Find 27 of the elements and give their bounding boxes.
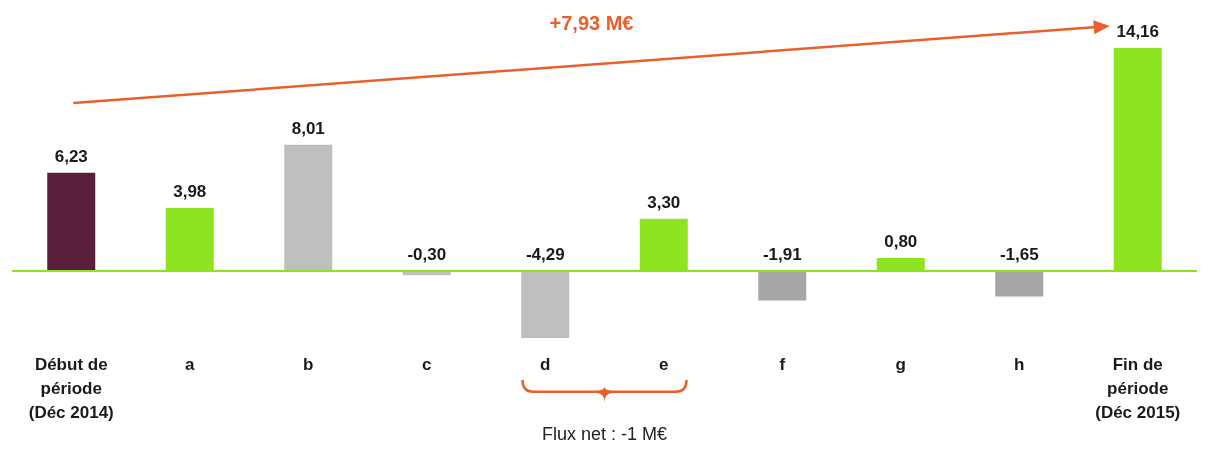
- x-tick-label: c: [422, 354, 432, 374]
- text: Flux net : -1 M€: [541, 424, 668, 445]
- data-label: 8,01: [291, 118, 325, 138]
- x-tick-label: Fin de période (Déc 2015): [1095, 354, 1181, 422]
- x-tick-label: b: [303, 354, 314, 374]
- x-tick-label: f: [779, 354, 786, 374]
- data-label: -0,30: [407, 244, 447, 264]
- data-label: 3,98: [173, 182, 207, 202]
- x-tick-label: e: [659, 354, 669, 374]
- data-label: -1,65: [999, 244, 1039, 264]
- data-label: 0,80: [884, 231, 918, 251]
- data-label: 14,16: [1116, 22, 1160, 41]
- bar: [47, 172, 96, 271]
- data-label: -4,29: [525, 244, 565, 264]
- data-label: -1,91: [762, 244, 802, 264]
- x-tick-label: a: [185, 354, 196, 374]
- x-tick-label: d: [540, 354, 551, 374]
- data-label: 3,30: [647, 192, 681, 212]
- bar: [521, 270, 570, 338]
- text: +7,93 M€: [549, 12, 634, 35]
- x-tick-label: Début de période (Déc 2014): [28, 354, 114, 422]
- bar: [758, 270, 807, 301]
- data-label: 6,23: [54, 146, 88, 166]
- bar: [284, 144, 333, 271]
- bar: [995, 270, 1044, 297]
- x-tick-label: g: [895, 354, 906, 374]
- x-tick-label: h: [1014, 354, 1025, 374]
